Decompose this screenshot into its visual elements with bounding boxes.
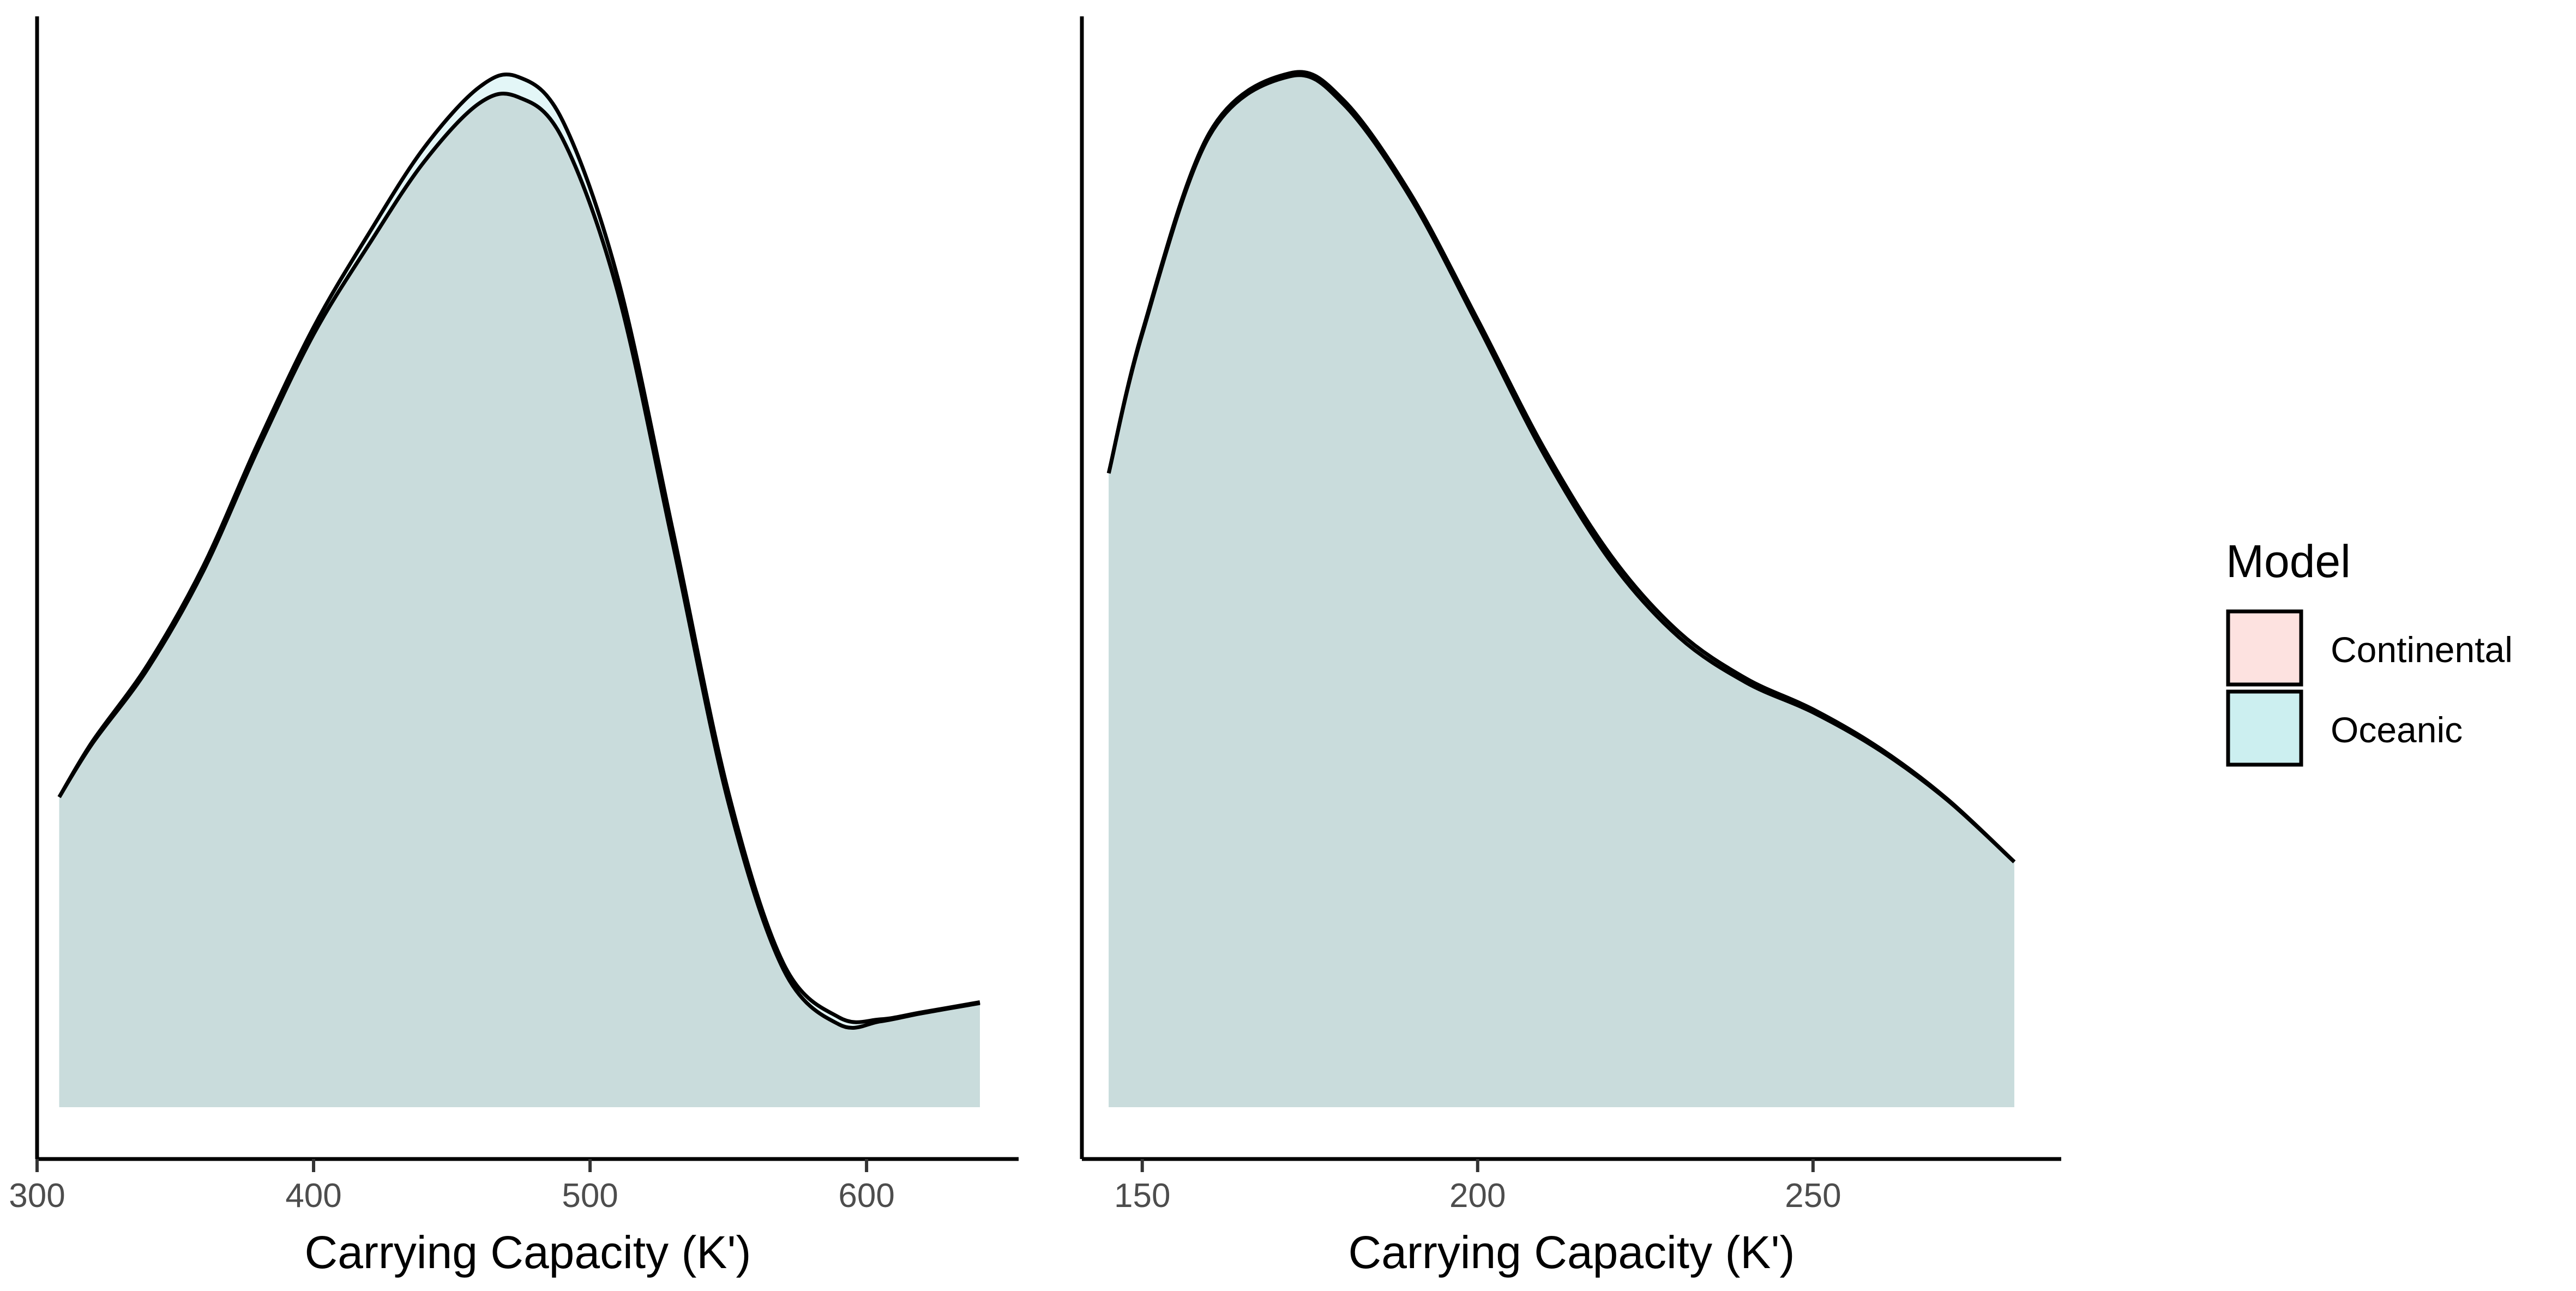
legend-title: Model <box>2226 536 2351 587</box>
x-tick-label: 150 <box>1114 1177 1170 1215</box>
x-tick-label: 250 <box>1785 1177 1841 1215</box>
x-axis-title: Carrying Capacity (K') <box>305 1227 751 1278</box>
legend-key-oceanic <box>2226 689 2303 767</box>
x-tick-label: 200 <box>1449 1177 1506 1215</box>
panel-right: 150 200 250 Carrying Capacity (K') <box>1080 16 2061 1278</box>
x-tick-label: 600 <box>838 1177 894 1215</box>
legend-label-continental: Continental <box>2331 629 2513 670</box>
density-line-oceanic <box>57 72 980 1024</box>
legend-key-continental <box>2226 609 2303 687</box>
density-overlap-area <box>1109 75 2014 1107</box>
x-axis-title: Carrying Capacity (K') <box>1349 1227 1795 1278</box>
density-overlap-area <box>59 93 980 1108</box>
x-tick-label: 500 <box>562 1177 618 1215</box>
legend: Model Continental Oceanic <box>2226 536 2513 767</box>
x-tick-label: 400 <box>285 1177 341 1215</box>
legend-label-oceanic: Oceanic <box>2331 710 2463 750</box>
x-tick-label: 300 <box>9 1177 65 1215</box>
density-line-continental <box>57 92 980 1030</box>
panel-left: 300 400 500 600 Carrying Capacity (K') <box>9 16 1019 1278</box>
density-line-oceanic <box>1106 70 2016 863</box>
